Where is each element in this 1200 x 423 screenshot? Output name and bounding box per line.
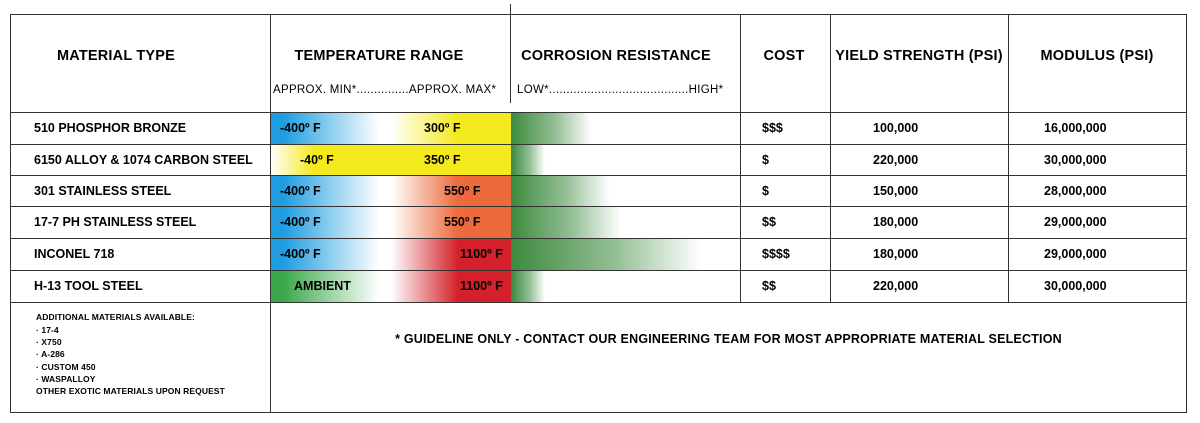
modulus-value: 16,000,000 xyxy=(1044,121,1107,135)
grid-line xyxy=(10,14,11,413)
header-yield-strength: YIELD STRENGTH (PSI) xyxy=(835,48,1003,64)
modulus-value: 29,000,000 xyxy=(1044,215,1107,229)
material-name: H-13 TOOL STEEL xyxy=(34,279,143,293)
yield-strength-value: 180,000 xyxy=(873,215,919,229)
temperature-range-bar xyxy=(271,176,511,206)
additional-material-item: OTHER EXOTIC MATERIALS UPON REQUEST xyxy=(36,386,225,396)
yield-strength-value: 150,000 xyxy=(873,184,919,198)
grid-line xyxy=(10,302,1187,303)
temperature-max: 350º F xyxy=(424,153,461,167)
temperature-min: -400º F xyxy=(280,184,321,198)
additional-material-item: · A-286 xyxy=(36,349,65,360)
corrosion-resistance-bar xyxy=(511,239,701,270)
cost-value: $$$$ xyxy=(762,247,790,261)
modulus-value: 29,000,000 xyxy=(1044,247,1107,261)
grid-line xyxy=(740,14,741,302)
additional-material-item: · 17-4 xyxy=(36,325,59,335)
corrosion-resistance-bar xyxy=(511,207,621,238)
temperature-range-bar xyxy=(271,271,511,302)
grid-line xyxy=(510,4,511,103)
cost-value: $ xyxy=(762,184,769,198)
yield-strength-value: 180,000 xyxy=(873,247,919,261)
additional-material-item: · X750 xyxy=(36,337,62,348)
material-name: 17-7 PH STAINLESS STEEL xyxy=(34,215,197,229)
material-name: 510 PHOSPHOR BRONZE xyxy=(34,121,187,135)
cost-value: $ xyxy=(762,153,769,167)
additional-materials-title: ADDITIONAL MATERIALS AVAILABLE: xyxy=(36,312,195,322)
modulus-value: 30,000,000 xyxy=(1044,153,1107,167)
temperature-max: 550º F xyxy=(444,215,481,229)
temperature-range-bar xyxy=(271,207,511,238)
temperature-max: 300º F xyxy=(424,121,461,135)
temperature-range-bar xyxy=(271,145,511,175)
modulus-value: 28,000,000 xyxy=(1044,184,1107,198)
grid-line xyxy=(10,175,1187,176)
corrosion-resistance-bar xyxy=(511,145,545,175)
temperature-max: 550º F xyxy=(444,184,481,198)
grid-line xyxy=(10,144,1187,145)
temperature-scale-label: APPROX. MIN*...............APPROX. MAX* xyxy=(273,84,497,96)
grid-line xyxy=(270,14,271,413)
header-corrosion-resistance: CORROSION RESISTANCE xyxy=(521,48,711,64)
corrosion-resistance-bar xyxy=(511,271,545,302)
material-name: INCONEL 718 xyxy=(34,247,115,261)
cost-value: $$ xyxy=(762,215,776,229)
cost-value: $$$ xyxy=(762,121,783,135)
temperature-max: 1100º F xyxy=(460,247,503,261)
header-cost: COST xyxy=(763,48,805,64)
temperature-range-bar xyxy=(271,113,511,144)
additional-material-item: · WASPALLOY xyxy=(36,373,96,384)
temperature-min: AMBIENT xyxy=(294,279,351,293)
yield-strength-value: 100,000 xyxy=(873,121,919,135)
modulus-value: 30,000,000 xyxy=(1044,279,1107,293)
material-name: 6150 ALLOY & 1074 CARBON STEEL xyxy=(34,153,253,167)
grid-line xyxy=(10,270,1187,271)
corrosion-resistance-bar xyxy=(511,113,591,144)
grid-line xyxy=(10,14,1187,15)
corrosion-resistance-bar xyxy=(511,176,610,206)
header-material-type: MATERIAL TYPE xyxy=(56,48,176,64)
temperature-min: -400º F xyxy=(280,247,321,261)
header-temperature-range: TEMPERATURE RANGE xyxy=(294,48,464,64)
grid-line xyxy=(1186,14,1187,413)
cost-value: $$ xyxy=(762,279,776,293)
corrosion-scale-label: LOW*....................................… xyxy=(517,84,724,96)
material-name: 301 STAINLESS STEEL xyxy=(34,184,172,198)
temperature-max: 1100º F xyxy=(460,279,503,293)
header-modulus: MODULUS (PSI) xyxy=(1040,48,1154,64)
grid-line xyxy=(10,238,1187,239)
yield-strength-value: 220,000 xyxy=(873,153,919,167)
yield-strength-value: 220,000 xyxy=(873,279,919,293)
grid-line xyxy=(1008,14,1009,302)
material-table: MATERIAL TYPE TEMPERATURE RANGE APPROX. … xyxy=(10,4,1187,413)
grid-line xyxy=(10,206,1187,207)
grid-line xyxy=(10,412,1187,413)
additional-material-item: · CUSTOM 450 xyxy=(36,361,96,372)
grid-line xyxy=(830,14,831,302)
temperature-range-bar xyxy=(271,239,511,270)
guideline-note: * GUIDELINE ONLY - CONTACT OUR ENGINEERI… xyxy=(395,332,1062,346)
temperature-min: -400º F xyxy=(280,121,321,135)
temperature-min: -400º F xyxy=(280,215,321,229)
grid-line xyxy=(10,112,1187,113)
temperature-min: -40º F xyxy=(300,153,334,167)
